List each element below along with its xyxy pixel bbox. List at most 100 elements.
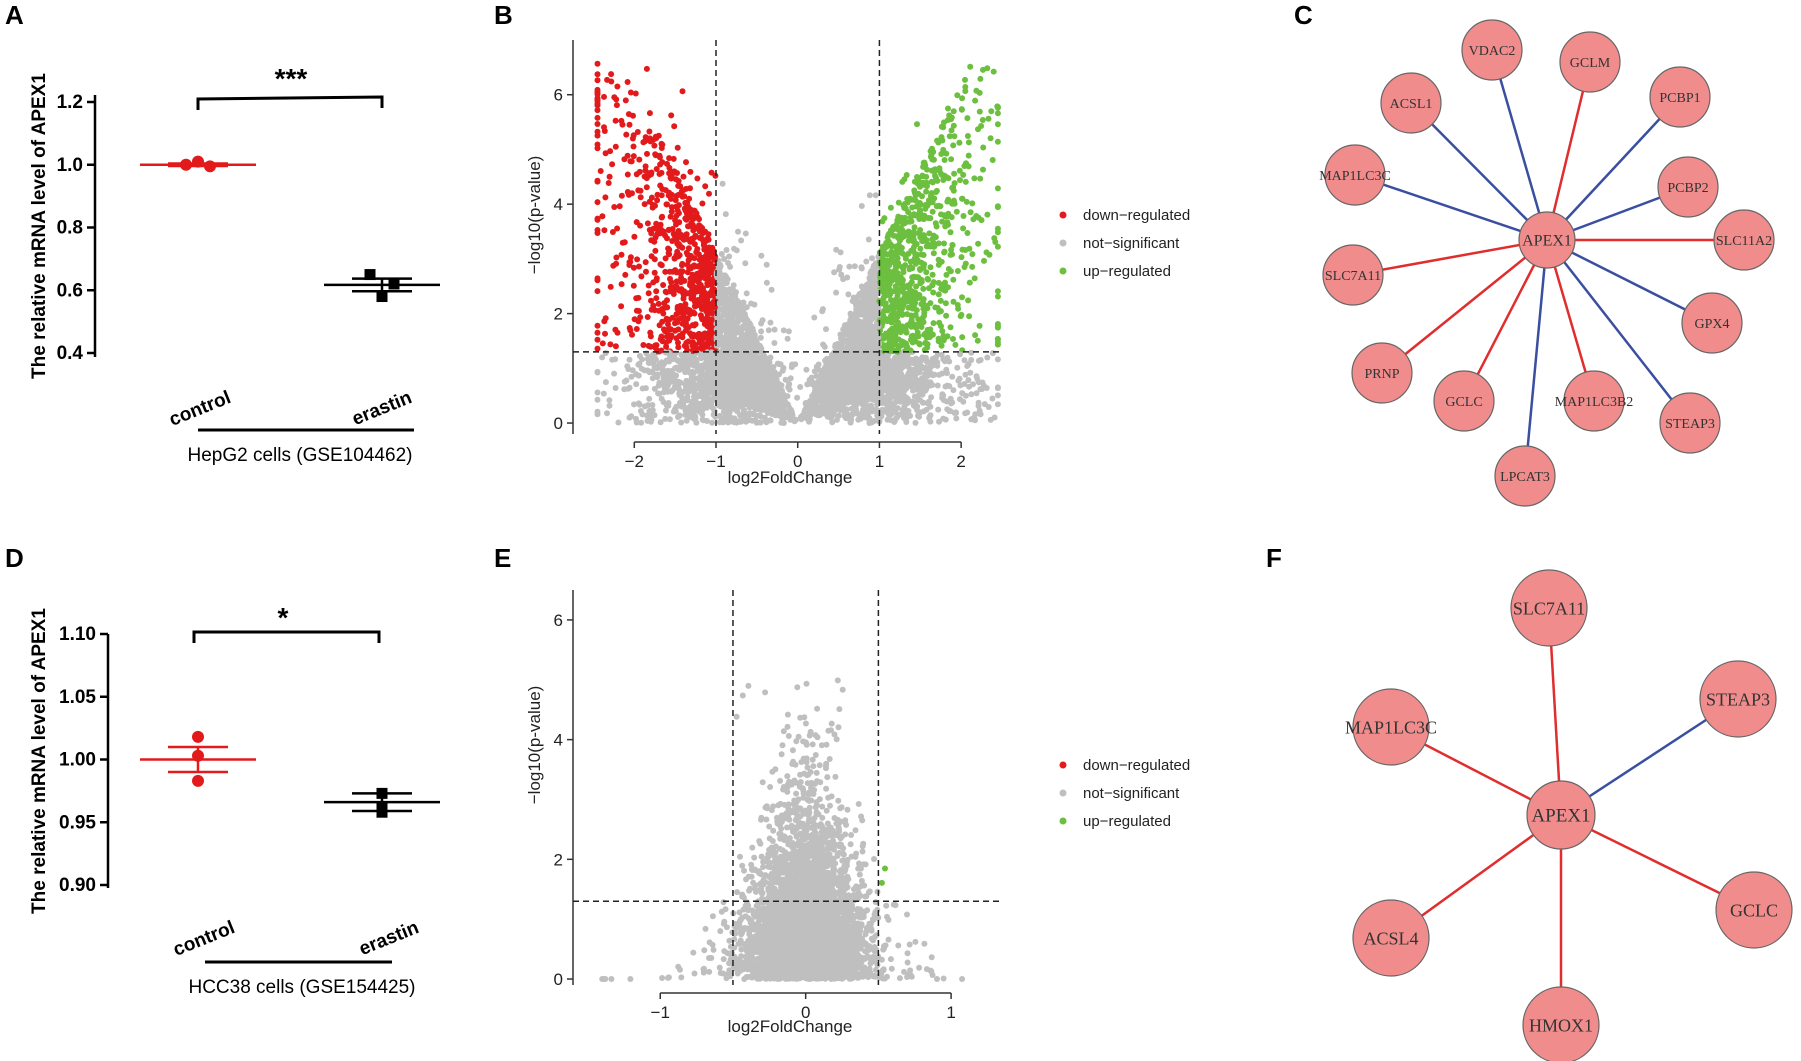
panel-b-point-down <box>662 268 669 275</box>
panel-b-point-down <box>675 182 682 189</box>
panel-b-point-notsig <box>778 382 785 389</box>
panel-b-point-down <box>622 97 629 104</box>
panel-b-point-up <box>895 288 902 295</box>
panel-b-point-up <box>965 163 972 170</box>
panel-b-point-notsig <box>790 417 797 424</box>
panel-b-point-notsig <box>765 327 772 334</box>
panel-b-point-up <box>930 289 937 296</box>
panel-b-point-notsig <box>691 408 698 415</box>
panel-b-point-notsig <box>935 406 942 413</box>
panel-b-point-up <box>881 280 888 287</box>
panel-b-point-up <box>934 304 941 311</box>
panel-b-point-down <box>619 121 626 128</box>
panel-b-point-notsig <box>741 379 748 386</box>
panel-b-point-up <box>950 187 957 194</box>
panel-b-point-up <box>950 122 957 129</box>
panel-b-point-notsig <box>678 419 685 426</box>
panel-b-point-up <box>994 185 1001 192</box>
panel-b-point-notsig <box>799 412 806 419</box>
panel-b-point-notsig <box>871 407 878 414</box>
panel-b-point-notsig <box>866 192 873 199</box>
panel-b-point-up <box>941 335 948 342</box>
panel-b-point-notsig <box>823 326 829 333</box>
panel-b-point-notsig <box>636 360 643 367</box>
panel-b-point-notsig <box>794 394 801 401</box>
panel-b-point-up <box>980 166 986 173</box>
panel-b-point-notsig <box>870 382 877 389</box>
panel-b-point-up <box>949 200 956 207</box>
panel-b-point-notsig <box>785 328 792 335</box>
panel-b-point-up <box>984 211 991 218</box>
panel-b-point-notsig <box>964 363 971 369</box>
panel-b-point-notsig <box>602 379 609 386</box>
panel-b-point-up <box>917 179 924 186</box>
panel-d-ytick-label: 0.95 <box>59 812 96 833</box>
panel-b-point-notsig <box>926 413 933 420</box>
panel-b-point-up <box>975 240 982 247</box>
panel-b-point-down <box>647 333 654 340</box>
panel-b-point-down <box>607 341 614 348</box>
panel-b-point-down <box>601 124 607 131</box>
panel-b-point-up <box>951 170 958 177</box>
panel-a-control-point <box>180 158 192 171</box>
panel-b-point-notsig <box>797 384 804 390</box>
panel-b-point-notsig <box>648 416 655 423</box>
panel-b-point-down <box>648 230 655 237</box>
panel-b-point-notsig <box>600 390 607 397</box>
panel-b-point-down <box>680 173 687 180</box>
panel-b-point-notsig <box>837 249 844 256</box>
panel-d-control-point <box>192 749 204 762</box>
panel-b-point-down <box>644 150 650 157</box>
panel-b-point-up <box>927 264 934 271</box>
panel-b-point-up <box>948 156 955 163</box>
panel-b-point-up <box>921 261 928 268</box>
panel-b-point-down <box>644 220 651 227</box>
panel-b-point-up <box>906 266 913 273</box>
panel-b-point-down <box>606 173 613 180</box>
panel-b-point-notsig <box>676 392 683 398</box>
panel-b-point-notsig <box>826 373 833 380</box>
panel-b-point-up <box>920 285 927 292</box>
panel-b-point-up <box>956 167 963 174</box>
panel-b-point-notsig <box>863 282 870 289</box>
panel-b-point-notsig <box>901 415 907 421</box>
panel-b-point-up <box>938 323 944 330</box>
panel-b-point-down <box>645 290 652 297</box>
panel-b-point-up <box>877 260 884 267</box>
panel-a-ytick-label: 1.0 <box>57 155 83 176</box>
panel-d-erastin-point <box>376 787 388 799</box>
panel-b-point-down <box>602 330 608 337</box>
panel-a-sig-label: *** <box>275 63 308 94</box>
panel-b-point-down <box>630 153 637 160</box>
panel-b-point-down <box>654 197 661 204</box>
panel-b-point-down <box>645 282 652 289</box>
panel-b-point-up <box>986 251 993 258</box>
panel-b-point-notsig <box>751 301 758 308</box>
panel-b-point-notsig <box>844 383 851 390</box>
panel-b-point-up <box>994 341 1001 348</box>
panel-b-point-down <box>643 268 649 275</box>
panel-b-point-notsig <box>991 414 998 421</box>
panel-b-point-notsig <box>731 245 738 252</box>
panel-b-point-down <box>699 230 706 237</box>
panel-b-point-down <box>666 268 673 275</box>
panel-d-y-title: The relative mRNA level of APEX1 <box>29 608 50 914</box>
panel-b-point-up <box>950 276 957 283</box>
panel-b-point-notsig <box>994 385 1001 392</box>
panel-b-point-up <box>987 135 994 142</box>
panel-b-point-notsig <box>749 326 756 333</box>
panel-b-point-down <box>642 259 649 266</box>
panel-d-y-ticks: 0.900.951.001.051.10 <box>59 624 108 896</box>
panel-b-point-notsig <box>612 356 619 363</box>
panel-b-point-up <box>912 197 919 204</box>
panel-b-point-down <box>684 261 691 268</box>
panel-b-point-down <box>665 250 672 256</box>
panel-b-point-up <box>953 208 960 215</box>
panel-b-point-notsig <box>977 357 984 363</box>
panel-b-point-notsig <box>780 327 787 334</box>
panel-b-point-up <box>962 178 969 185</box>
panel-b-point-down <box>662 232 668 239</box>
panel-a-marks <box>140 155 440 303</box>
panel-b-point-down <box>702 183 709 190</box>
panel-b-point-up <box>952 341 959 348</box>
